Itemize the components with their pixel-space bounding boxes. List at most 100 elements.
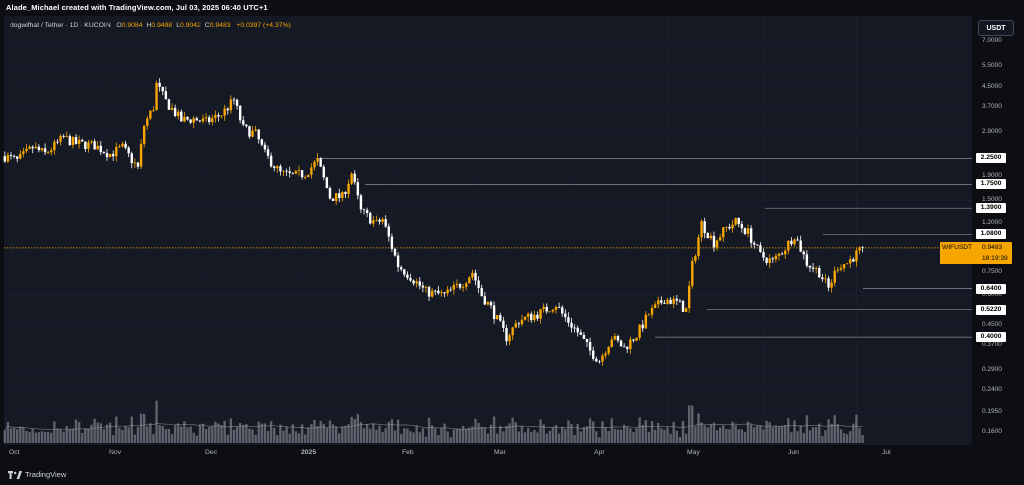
candle-body (34, 146, 37, 149)
volume-bar (344, 425, 347, 443)
volume-bar (653, 429, 657, 443)
candle-body (328, 188, 332, 199)
candle-body (248, 126, 251, 137)
time-tick-label: 2025 (301, 449, 317, 456)
candle-body (697, 237, 700, 257)
volume-bar (353, 419, 356, 443)
volume-bar (502, 431, 505, 443)
candle-body (749, 228, 753, 243)
candle-body (108, 153, 112, 157)
volume-bar (725, 428, 728, 443)
candle-body (121, 143, 124, 147)
volume-bar (842, 433, 846, 443)
tradingview-brand[interactable]: TradingView (8, 470, 66, 480)
volume-bar (715, 430, 719, 443)
price-badge-countdown: 18:19:39 (982, 254, 1008, 262)
candle-body (146, 118, 149, 126)
volume-bar (511, 417, 514, 443)
volume-bar (508, 423, 511, 443)
price-tick-label: 0.7500 (982, 268, 1002, 276)
candle-body (381, 219, 384, 222)
volume-bar (142, 413, 146, 443)
volume-bar (585, 426, 589, 443)
volume-bar (390, 419, 394, 443)
candle-body (499, 315, 502, 321)
change-value: +0.0397 (+4.37%) (236, 22, 291, 29)
candle-body (811, 267, 815, 269)
volume-bar (238, 423, 242, 443)
volume-bar (263, 423, 267, 443)
volume-bar (300, 424, 304, 443)
candle-body (322, 166, 325, 178)
volume-bar (480, 426, 483, 443)
chart-area[interactable] (4, 16, 972, 445)
volume-bar (675, 430, 679, 443)
candle-body (393, 248, 397, 256)
volume-bar (542, 424, 545, 443)
candle-body (805, 254, 809, 266)
volume-bar (570, 424, 573, 443)
volume-bar (105, 424, 109, 443)
candle-body (372, 220, 375, 224)
price-tick-label: 0.4500 (982, 320, 1002, 328)
price-badge-price: 0.9483 (982, 243, 1003, 251)
volume-bar (412, 432, 415, 443)
candle-body (691, 260, 694, 286)
candle-body (291, 172, 295, 174)
candle-body (855, 250, 858, 262)
currency-button[interactable]: USDT (978, 20, 1014, 36)
candle-body (282, 170, 285, 172)
volume-bar (573, 434, 576, 443)
volume-bar (539, 419, 542, 443)
volume-bar (31, 428, 34, 443)
candle-body (365, 210, 369, 213)
volume-bar (291, 424, 295, 443)
volume-bar (46, 431, 50, 443)
volume-bar (3, 430, 7, 443)
volume-bar (756, 425, 759, 443)
candle-body (839, 268, 843, 270)
time-tick-label: Apr (594, 449, 605, 456)
candle-body (793, 239, 796, 245)
candle-body (672, 298, 675, 304)
symbol-title: dogwifhat / Tether · 1D · KUCOIN (10, 22, 111, 29)
volume-bar (372, 423, 375, 443)
volume-bar (201, 423, 205, 443)
candle-body (502, 320, 505, 328)
volume-bar (818, 423, 821, 443)
volume-bar (601, 421, 604, 443)
volume-bar (189, 426, 192, 443)
volume-bar (186, 427, 189, 443)
volume-bar (666, 427, 669, 443)
candle-body (722, 227, 725, 238)
candle-body (74, 137, 78, 144)
volume-bar (409, 431, 412, 443)
volume-bar (167, 428, 171, 443)
volume-bar (709, 424, 713, 443)
candle-body (19, 153, 22, 159)
candle-body (87, 142, 90, 149)
volume-bar (62, 431, 65, 443)
candle-body (310, 167, 313, 175)
volume-bar (691, 405, 694, 443)
candle-body (570, 322, 573, 328)
candle-body (849, 259, 852, 264)
volume-bar (743, 432, 747, 443)
candle-body (6, 154, 10, 162)
candle-body (582, 334, 586, 339)
volume-bar (530, 432, 533, 443)
candle-body (37, 146, 41, 151)
candle-body (71, 137, 75, 146)
volume-bar (65, 426, 68, 443)
candle-body (390, 236, 394, 249)
candle-body (821, 277, 824, 280)
volume-bar (526, 427, 530, 443)
volume-bar (12, 427, 16, 443)
volume-bar (226, 434, 229, 443)
candle-body (338, 193, 341, 199)
candle-body (40, 148, 44, 151)
volume-bar (561, 426, 564, 443)
candle-body (728, 226, 731, 229)
candle-body (198, 120, 202, 122)
candle-body (344, 192, 347, 195)
